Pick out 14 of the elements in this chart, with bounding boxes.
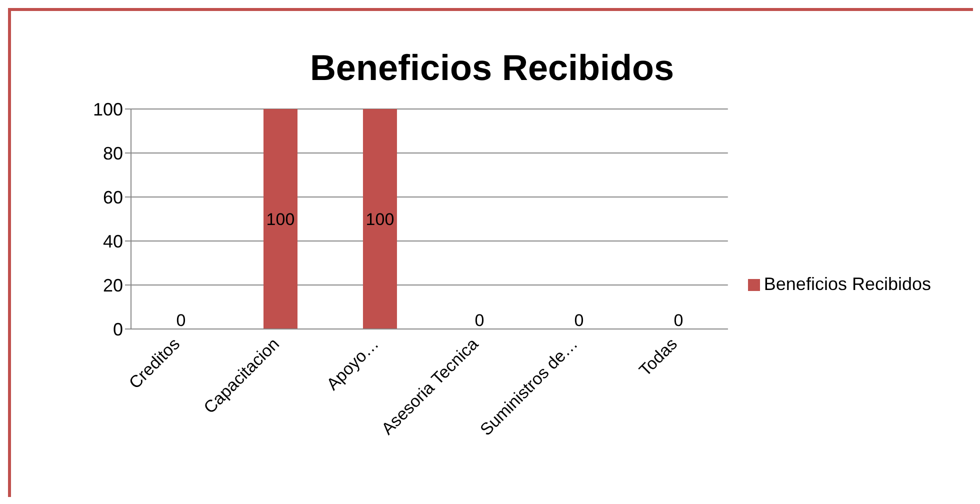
- y-tick-label: 40: [102, 231, 123, 252]
- y-tick-label: 20: [102, 275, 123, 296]
- y-tick-label: 60: [102, 187, 123, 208]
- data-label: 0: [176, 311, 186, 330]
- data-label: 0: [474, 311, 484, 330]
- data-label: 0: [674, 311, 684, 330]
- data-label: 100: [366, 210, 394, 229]
- data-label: 0: [574, 311, 584, 330]
- legend-label: Beneficios Recibidos: [764, 274, 931, 294]
- y-tick-label: 0: [112, 319, 123, 340]
- y-tick-label: 80: [102, 143, 123, 164]
- y-tick-label: 100: [92, 99, 123, 120]
- data-label: 100: [266, 210, 295, 229]
- chart-title: Beneficios Recibidos: [308, 47, 676, 89]
